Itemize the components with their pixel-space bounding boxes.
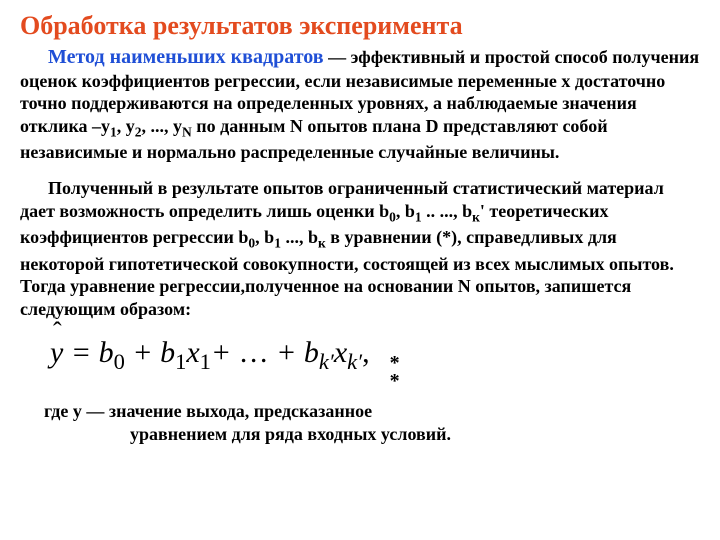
p2-sk: к (472, 210, 480, 225)
b1: b (160, 336, 175, 369)
x1: x (186, 336, 199, 369)
p2-s0: 0 (389, 210, 396, 225)
p2-skb: к (318, 236, 326, 251)
p2-m2: .. ..., b (422, 201, 473, 221)
p1-sub-yn: N (182, 124, 192, 139)
p1-sub-y2: 2 (135, 124, 142, 139)
b0-sub: 0 (114, 349, 125, 374)
bk: b (304, 336, 319, 369)
xk-sub: k′ (347, 349, 362, 374)
p2-m5: ..., b (281, 227, 318, 247)
regression-formula: y = b0 + b1x1+ … + bk′xk′, (50, 334, 370, 376)
b0: b (99, 336, 114, 369)
where-paragraph: где у — значение выхода, предсказанное у… (20, 400, 700, 445)
p2-m1: , b (396, 201, 415, 221)
plus1: + (125, 336, 160, 369)
method-label: Метод наименьших квадратов (48, 46, 324, 68)
xk: x (334, 336, 347, 369)
p1-m1: , у (117, 116, 135, 136)
p1-m2: , ..., у (142, 116, 183, 136)
p2-m4: , b (255, 227, 274, 247)
page-title: Обработка результатов эксперимента (20, 10, 700, 43)
p2-s1: 1 (415, 210, 422, 225)
x1-sub: 1 (200, 349, 211, 374)
formula-marker: * * (390, 354, 400, 390)
p2-s1b: 1 (274, 236, 281, 251)
plus2: + (211, 336, 239, 369)
comma: , (362, 336, 370, 369)
paragraph-2: Полученный в результате опытов ограничен… (20, 177, 700, 320)
y-hat: y (50, 334, 63, 372)
formula-row: y = b0 + b1x1+ … + bk′xk′, * * (50, 334, 700, 390)
bk-sub: k′ (319, 349, 334, 374)
dots: … (239, 336, 277, 369)
plus3: + (276, 336, 304, 369)
eq: = (63, 336, 98, 369)
p1-sub-y1: 1 (110, 124, 117, 139)
b1-sub: 1 (175, 349, 186, 374)
paragraph-1: Метод наименьших квадратов — эффективный… (20, 45, 700, 164)
where-line-1: где у — значение выхода, предсказанное (20, 400, 700, 423)
where-line-2: уравнением для ряда входных условий. (20, 423, 700, 446)
